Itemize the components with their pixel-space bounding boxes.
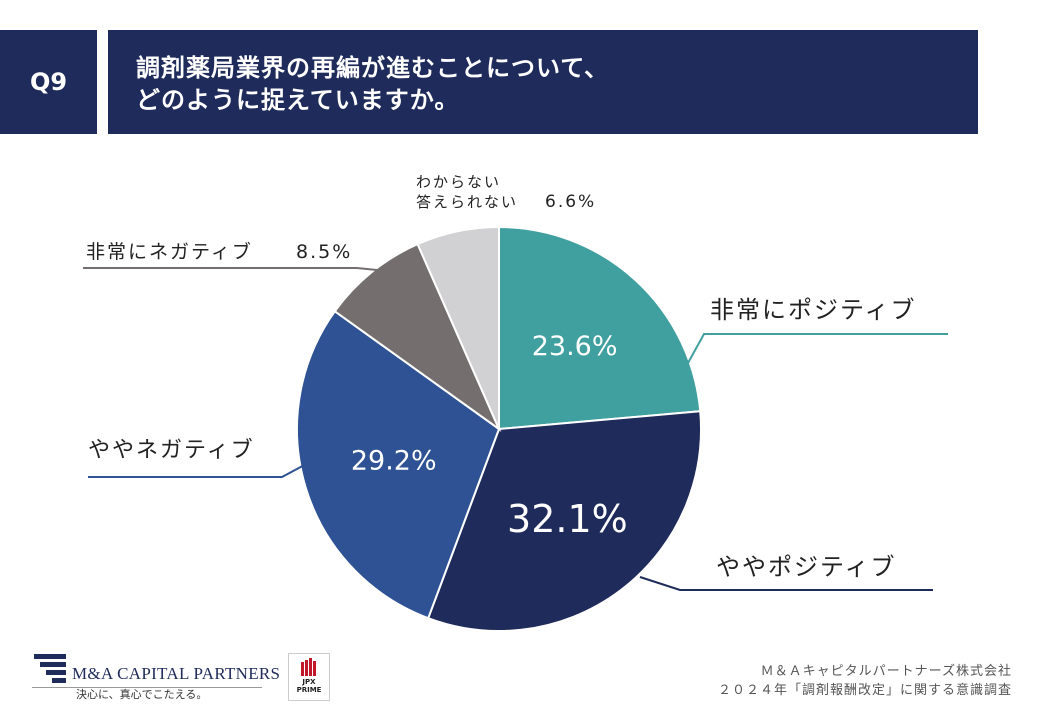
slice-category-label-4: 非常にネガティブ <box>86 240 253 263</box>
slice-category-label-5-line-2: 答えられない <box>416 193 518 211</box>
leader-line-4 <box>83 267 378 271</box>
question-title-line-1: 調剤薬局業界の再編が進むことについて、 <box>136 54 610 82</box>
pie-slice-2 <box>426 410 702 632</box>
footer-survey: ２０２４年「調剤報酬改定」に関する意識調査 <box>717 683 1012 698</box>
slice-value-label-4: 8.5% <box>296 241 352 263</box>
question-title: 調剤薬局業界の再編が進むことについて、 どのように捉えていますか。 <box>108 30 978 134</box>
slice-value-label-1: 23.6% <box>532 331 618 362</box>
slice-value-label-2: 32.1% <box>507 497 628 541</box>
logo-tagline: 決心に、真心でこたえる。 <box>76 688 208 701</box>
jpx-prime-badge: JPX PRIME <box>288 653 330 701</box>
jpx-mark-icon <box>301 658 316 676</box>
leader-line-3 <box>88 461 311 478</box>
slice-category-label-3: ややネガティブ <box>88 438 255 463</box>
leader-line-2 <box>639 576 933 591</box>
slice-value-label-5: 6.6% <box>545 192 596 212</box>
question-title-line-2: どのように捉えていますか。 <box>136 86 460 114</box>
footer-company: Ｍ＆Ａキャピタルパートナーズ株式会社 <box>760 664 1012 679</box>
pie-slice-1 <box>498 225 702 431</box>
pie-slice-5 <box>416 225 500 430</box>
logo-divider <box>32 687 262 688</box>
question-number: Q9 <box>0 30 97 134</box>
leader-line-1 <box>682 333 948 373</box>
jpx-prime-label: PRIME <box>296 686 322 694</box>
pie-slice-3 <box>296 309 501 620</box>
logo-mark-icon <box>34 654 66 683</box>
logo-name: M&A CAPITAL PARTNERS <box>72 664 281 683</box>
slice-value-label-3: 29.2% <box>351 446 437 477</box>
pie-slice-4 <box>333 242 502 432</box>
slice-category-label-2: ややポジティブ <box>716 553 897 581</box>
company-logo: M&A CAPITAL PARTNERS 決心に、真心でこたえる。 <box>32 650 280 710</box>
jpx-label: JPX <box>302 678 316 686</box>
footer-credit: Ｍ＆Ａキャピタルパートナーズ株式会社 ２０２４年「調剤報酬改定」に関する意識調査 <box>718 662 1012 700</box>
slice-category-label-5-line-1: わからない <box>416 173 501 191</box>
slice-category-label-1: 非常にポジティブ <box>710 296 917 324</box>
